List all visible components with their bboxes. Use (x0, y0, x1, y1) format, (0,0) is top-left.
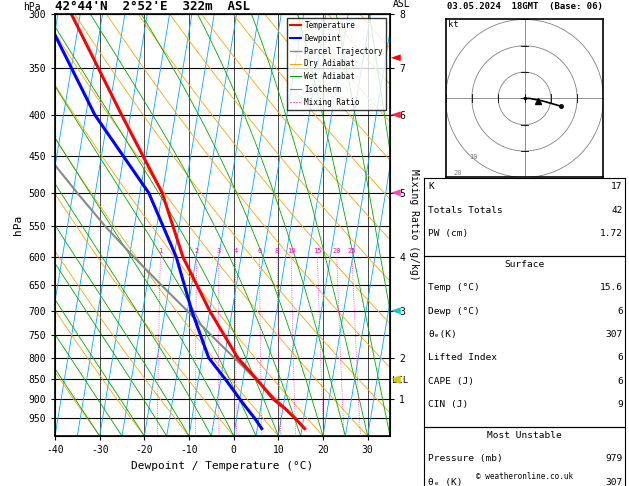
Text: ◄: ◄ (392, 53, 401, 63)
Text: hPa: hPa (23, 1, 41, 12)
Text: ◄: ◄ (391, 187, 401, 200)
Text: 42°44'N  2°52'E  322m  ASL: 42°44'N 2°52'E 322m ASL (55, 0, 250, 13)
Text: ◄: ◄ (392, 376, 401, 386)
Text: K: K (428, 182, 434, 191)
Text: PW (cm): PW (cm) (428, 229, 469, 238)
Text: ◄: ◄ (391, 108, 401, 122)
Text: 17: 17 (611, 182, 623, 191)
Text: 2: 2 (194, 248, 199, 254)
Text: 6: 6 (617, 307, 623, 316)
Text: 20: 20 (454, 170, 462, 176)
Text: Dewp (°C): Dewp (°C) (428, 307, 480, 316)
Text: 1.72: 1.72 (599, 229, 623, 238)
Text: Totals Totals: Totals Totals (428, 206, 503, 215)
Text: 307: 307 (606, 478, 623, 486)
Text: 15.6: 15.6 (599, 283, 623, 293)
Text: 9: 9 (617, 400, 623, 409)
Text: LCL: LCL (392, 376, 408, 385)
Text: 10: 10 (287, 248, 295, 254)
Text: kt: kt (448, 20, 459, 29)
Text: Surface: Surface (504, 260, 545, 269)
Text: 20: 20 (332, 248, 341, 254)
Text: Most Unstable: Most Unstable (487, 431, 562, 440)
Text: θₑ(K): θₑ(K) (428, 330, 457, 339)
Text: 979: 979 (606, 454, 623, 464)
Text: 8: 8 (275, 248, 279, 254)
Text: Pressure (mb): Pressure (mb) (428, 454, 503, 464)
Text: ◄: ◄ (392, 188, 401, 198)
Text: 3: 3 (217, 248, 221, 254)
X-axis label: Dewpoint / Temperature (°C): Dewpoint / Temperature (°C) (131, 461, 314, 470)
Text: 10: 10 (469, 154, 477, 160)
Text: θₑ (K): θₑ (K) (428, 478, 463, 486)
Legend: Temperature, Dewpoint, Parcel Trajectory, Dry Adiabat, Wet Adiabat, Isotherm, Mi: Temperature, Dewpoint, Parcel Trajectory… (287, 18, 386, 110)
Text: CAPE (J): CAPE (J) (428, 377, 474, 386)
Text: 1: 1 (159, 248, 163, 254)
Text: Lifted Index: Lifted Index (428, 353, 498, 363)
Text: 6: 6 (257, 248, 262, 254)
Text: ◄: ◄ (391, 52, 401, 64)
Text: Temp (°C): Temp (°C) (428, 283, 480, 293)
Text: 42: 42 (611, 206, 623, 215)
Text: ◄: ◄ (392, 306, 401, 316)
Text: 6: 6 (617, 377, 623, 386)
Text: CIN (J): CIN (J) (428, 400, 469, 409)
Text: 15: 15 (313, 248, 321, 254)
Text: 6: 6 (617, 353, 623, 363)
Text: 4: 4 (233, 248, 238, 254)
Text: 03.05.2024  18GMT  (Base: 06): 03.05.2024 18GMT (Base: 06) (447, 2, 603, 12)
Text: km
ASL: km ASL (393, 0, 411, 9)
Text: 307: 307 (606, 330, 623, 339)
Y-axis label: Mixing Ratio (g/kg): Mixing Ratio (g/kg) (409, 169, 419, 281)
Y-axis label: hPa: hPa (13, 215, 23, 235)
Text: ◄: ◄ (392, 110, 401, 120)
Text: © weatheronline.co.uk: © weatheronline.co.uk (476, 472, 573, 481)
Text: ◄: ◄ (391, 373, 401, 385)
Text: ◄: ◄ (391, 305, 401, 317)
Text: 25: 25 (348, 248, 356, 254)
